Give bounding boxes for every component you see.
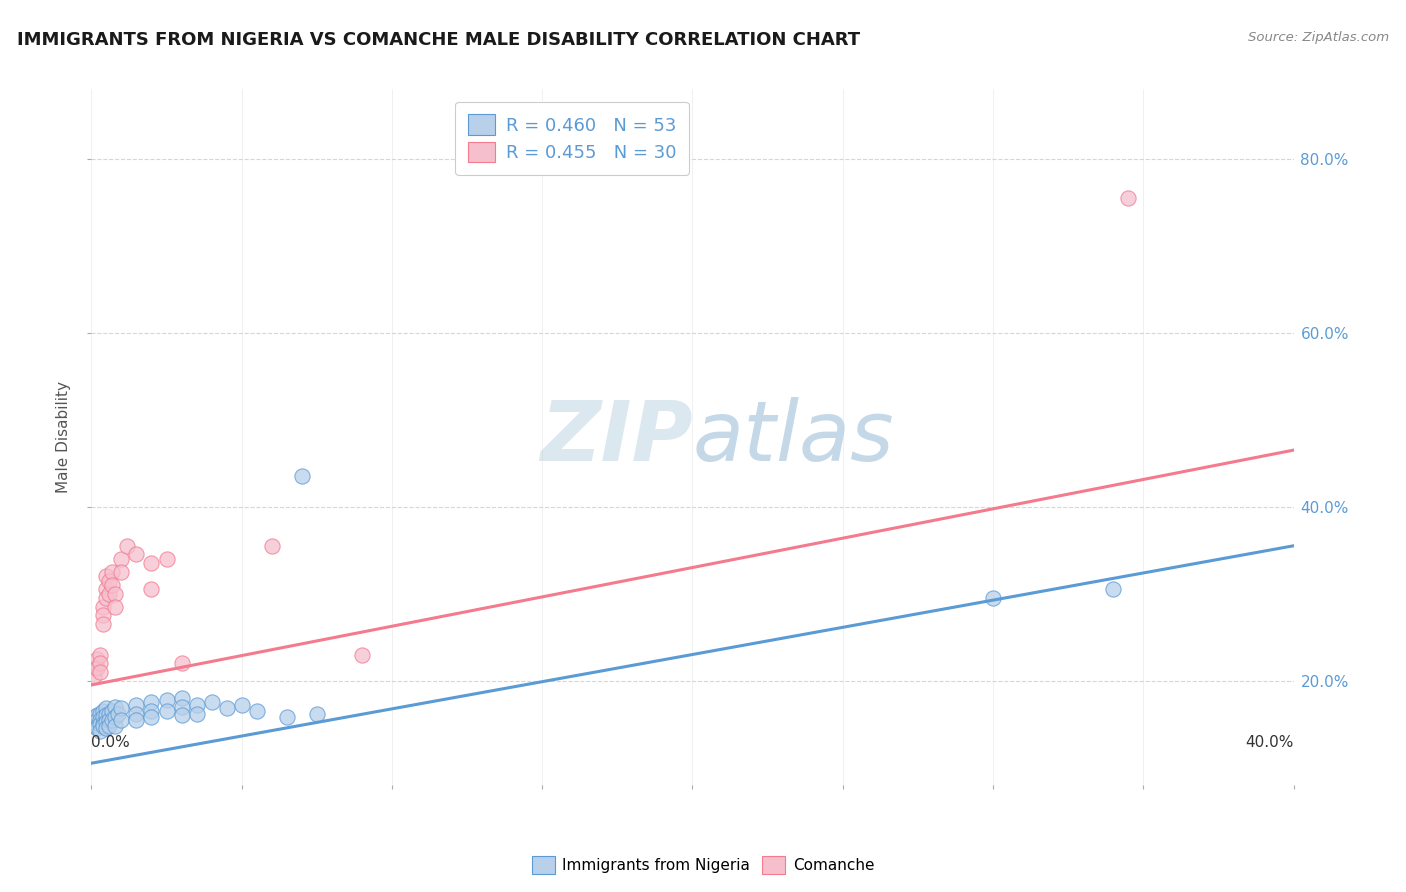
- Point: [101, 713, 124, 727]
- Point: [93, 617, 115, 632]
- Point: [101, 578, 124, 592]
- Text: ZIP: ZIP: [540, 397, 692, 477]
- Point: [83, 669, 105, 683]
- Point: [98, 574, 121, 588]
- Point: [96, 701, 118, 715]
- Point: [125, 713, 148, 727]
- Point: [170, 657, 193, 671]
- Point: [170, 690, 193, 705]
- Point: [215, 701, 238, 715]
- Point: [110, 551, 132, 566]
- Point: [104, 719, 127, 733]
- Point: [110, 701, 132, 715]
- Point: [101, 565, 124, 579]
- Point: [260, 539, 283, 553]
- Point: [96, 582, 118, 597]
- Point: [93, 608, 115, 623]
- Point: [83, 710, 105, 724]
- Text: 0.0%: 0.0%: [91, 735, 131, 749]
- Point: [86, 719, 108, 733]
- Point: [125, 548, 148, 562]
- Text: atlas: atlas: [692, 397, 894, 477]
- Point: [93, 719, 115, 733]
- Point: [104, 699, 127, 714]
- Legend: R = 0.460   N = 53, R = 0.455   N = 30: R = 0.460 N = 53, R = 0.455 N = 30: [456, 102, 689, 175]
- Point: [125, 698, 148, 712]
- Point: [89, 706, 111, 721]
- Point: [141, 556, 163, 570]
- Point: [141, 704, 163, 718]
- Point: [98, 587, 121, 601]
- Point: [96, 569, 118, 583]
- Point: [141, 582, 163, 597]
- Point: [186, 698, 208, 712]
- Point: [305, 706, 328, 721]
- Point: [125, 706, 148, 721]
- Point: [89, 657, 111, 671]
- Point: [86, 708, 108, 723]
- Point: [83, 715, 105, 730]
- Point: [89, 713, 111, 727]
- Point: [82, 713, 104, 727]
- Point: [276, 710, 298, 724]
- Y-axis label: Male Disability: Male Disability: [56, 381, 72, 493]
- Point: [110, 713, 132, 727]
- Point: [83, 660, 105, 674]
- Point: [101, 704, 124, 718]
- Point: [117, 539, 139, 553]
- Point: [1102, 582, 1125, 597]
- Point: [350, 648, 373, 662]
- Point: [170, 708, 193, 723]
- Point: [201, 695, 224, 709]
- Point: [155, 692, 177, 706]
- Point: [86, 660, 108, 674]
- Point: [981, 591, 1004, 605]
- Text: IMMIGRANTS FROM NIGERIA VS COMANCHE MALE DISABILITY CORRELATION CHART: IMMIGRANTS FROM NIGERIA VS COMANCHE MALE…: [17, 31, 860, 49]
- Legend: Immigrants from Nigeria, Comanche: Immigrants from Nigeria, Comanche: [526, 850, 880, 880]
- Point: [186, 706, 208, 721]
- Point: [231, 698, 253, 712]
- Point: [89, 648, 111, 662]
- Point: [83, 719, 105, 733]
- Point: [155, 551, 177, 566]
- Text: 40.0%: 40.0%: [1246, 735, 1294, 749]
- Point: [98, 719, 121, 733]
- Point: [89, 717, 111, 731]
- Point: [93, 717, 115, 731]
- Point: [246, 704, 269, 718]
- Point: [93, 599, 115, 614]
- Point: [96, 715, 118, 730]
- Point: [93, 704, 115, 718]
- Point: [96, 722, 118, 736]
- Point: [93, 710, 115, 724]
- Point: [291, 469, 314, 483]
- Point: [89, 665, 111, 679]
- Point: [98, 713, 121, 727]
- Point: [86, 722, 108, 736]
- Point: [1116, 191, 1139, 205]
- Point: [89, 724, 111, 739]
- Point: [98, 706, 121, 721]
- Point: [96, 708, 118, 723]
- Point: [86, 652, 108, 666]
- Point: [86, 713, 108, 727]
- Point: [96, 591, 118, 605]
- Point: [110, 565, 132, 579]
- Point: [104, 587, 127, 601]
- Point: [155, 704, 177, 718]
- Text: Source: ZipAtlas.com: Source: ZipAtlas.com: [1249, 31, 1389, 45]
- Point: [104, 599, 127, 614]
- Point: [141, 710, 163, 724]
- Point: [141, 695, 163, 709]
- Point: [170, 699, 193, 714]
- Point: [104, 710, 127, 724]
- Point: [107, 706, 129, 721]
